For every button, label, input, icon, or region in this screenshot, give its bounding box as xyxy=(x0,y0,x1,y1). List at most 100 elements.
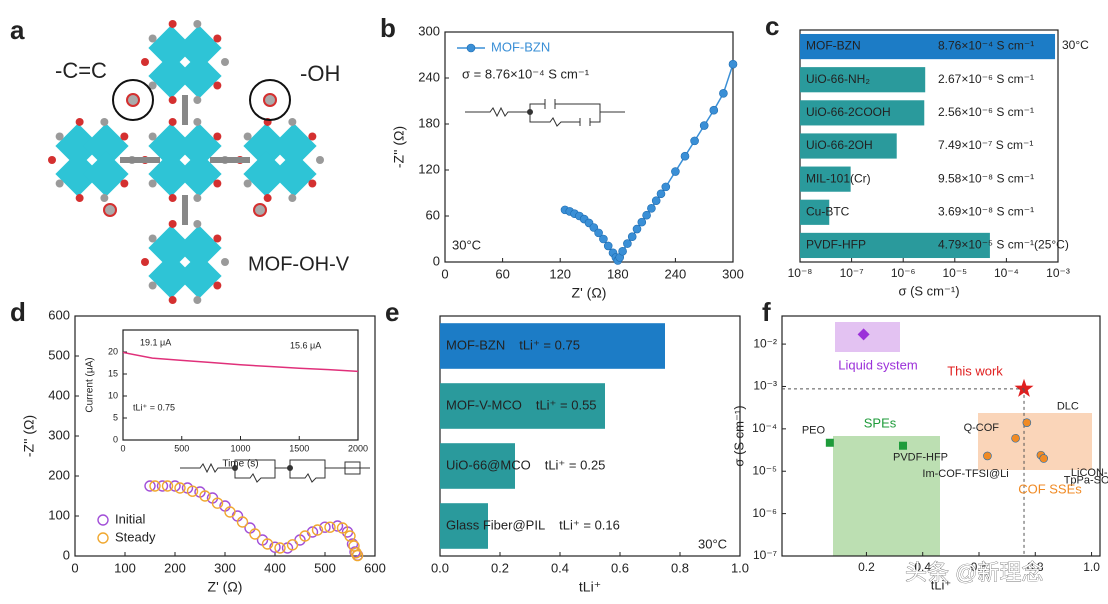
value-label: 7.49×10⁻⁷ S cm⁻¹ xyxy=(938,138,1033,152)
x-axis-label: Time (s) xyxy=(222,459,258,470)
point xyxy=(1011,433,1020,443)
atom xyxy=(55,132,64,141)
atom xyxy=(168,219,177,228)
cluster-block xyxy=(271,123,317,169)
x-tick-label: 60 xyxy=(495,266,509,281)
point xyxy=(857,328,870,341)
point xyxy=(311,524,324,536)
plot-frame xyxy=(444,31,734,263)
point xyxy=(899,441,908,450)
point xyxy=(656,189,666,199)
y-tick-label: 240 xyxy=(418,69,440,84)
point xyxy=(286,539,299,551)
structure-label: MOF-OH-V xyxy=(248,253,350,275)
cluster-block xyxy=(148,225,194,271)
x-tick-label: 240 xyxy=(665,266,687,281)
atom xyxy=(168,117,177,126)
x-tick-label: 0.8 xyxy=(671,560,689,575)
x-tick-label: 300 xyxy=(214,560,236,575)
point xyxy=(331,520,344,532)
point-label: Im-COF-TFSI@Li xyxy=(922,468,1008,480)
y-tick-label: 10⁻⁵ xyxy=(752,463,777,477)
atom xyxy=(48,156,56,164)
x-axis-label: Z' (Ω) xyxy=(572,285,607,301)
y-tick-label: 20 xyxy=(108,346,118,356)
value-label: 9.58×10⁻⁸ S cm⁻¹ xyxy=(938,171,1034,185)
circuit-d xyxy=(180,459,370,483)
x-tick-label: 10⁻⁷ xyxy=(840,266,864,280)
atom xyxy=(243,179,252,188)
point xyxy=(249,528,261,540)
atom xyxy=(148,81,157,90)
x-tick-label: 0.6 xyxy=(971,560,988,574)
point xyxy=(324,521,336,533)
category-label: MIL-101(Cr) xyxy=(806,171,871,185)
x-tick-label: 180 xyxy=(607,266,629,281)
point-label: Q-COF xyxy=(964,422,1000,434)
y-tick-label: 10⁻⁷ xyxy=(753,548,777,562)
legend-label: Initial xyxy=(115,511,145,526)
atom xyxy=(221,58,229,66)
series-label: COF SSEs xyxy=(1018,481,1082,496)
point xyxy=(627,232,637,241)
point xyxy=(603,241,613,251)
atom xyxy=(193,19,202,28)
atom xyxy=(148,132,157,141)
spe-region xyxy=(833,436,940,556)
cluster-block xyxy=(55,151,101,197)
value-label: tLi⁺ = 0.25 xyxy=(545,457,606,472)
watermark: 头条 @新理念 xyxy=(905,560,1043,585)
point xyxy=(161,480,174,492)
y-tick-label: 60 xyxy=(426,207,440,222)
x-tick-label: 500 xyxy=(174,443,189,453)
point xyxy=(642,210,651,220)
y-tick-label: 500 xyxy=(48,347,70,362)
point xyxy=(236,516,249,528)
point xyxy=(699,121,709,130)
bar xyxy=(800,166,851,192)
value-label: tLi⁺ = 0.16 xyxy=(559,517,620,532)
x-tick-label: 1.0 xyxy=(1083,560,1100,574)
atom xyxy=(141,258,149,266)
x-tick-label: 600 xyxy=(364,560,386,575)
point xyxy=(983,451,992,461)
atom xyxy=(213,281,222,290)
highlight-ring xyxy=(249,79,291,121)
point xyxy=(144,480,156,492)
point xyxy=(618,246,627,256)
y-tick-label: 300 xyxy=(48,427,70,442)
atom xyxy=(243,132,252,141)
point xyxy=(274,542,286,554)
point xyxy=(169,480,181,492)
atom xyxy=(168,19,177,28)
cluster-block xyxy=(243,123,289,169)
point-label: PVDF-HFP xyxy=(893,452,948,464)
atom xyxy=(288,117,297,126)
atom xyxy=(316,156,324,164)
panel-letter: c xyxy=(765,11,779,41)
x-tick-label: 10⁻⁴ xyxy=(994,266,1019,280)
point xyxy=(1022,418,1032,427)
y-tick-label: 100 xyxy=(48,507,70,522)
category-label: Cu-BTC xyxy=(806,204,850,218)
point-label: DLC xyxy=(1057,401,1079,413)
atom xyxy=(120,132,129,141)
y-tick-label: 0 xyxy=(433,253,440,268)
panel-letter: d xyxy=(10,297,26,327)
x-tick-label: 0.6 xyxy=(611,560,629,575)
cluster-block xyxy=(55,123,101,169)
category-label: Glass Fiber@PIL xyxy=(446,517,545,532)
plot-frame xyxy=(439,315,741,557)
point xyxy=(1039,454,1049,463)
x-tick-label: 1500 xyxy=(289,443,309,453)
y-tick-label: 10⁻⁴ xyxy=(752,421,777,435)
bar xyxy=(800,100,925,126)
annotation: 19.1 μA xyxy=(140,337,171,347)
atom xyxy=(148,34,157,43)
y-tick-label: 600 xyxy=(48,307,70,322)
point xyxy=(661,182,671,192)
atom xyxy=(193,296,202,305)
atom xyxy=(308,179,317,188)
point xyxy=(319,521,331,533)
